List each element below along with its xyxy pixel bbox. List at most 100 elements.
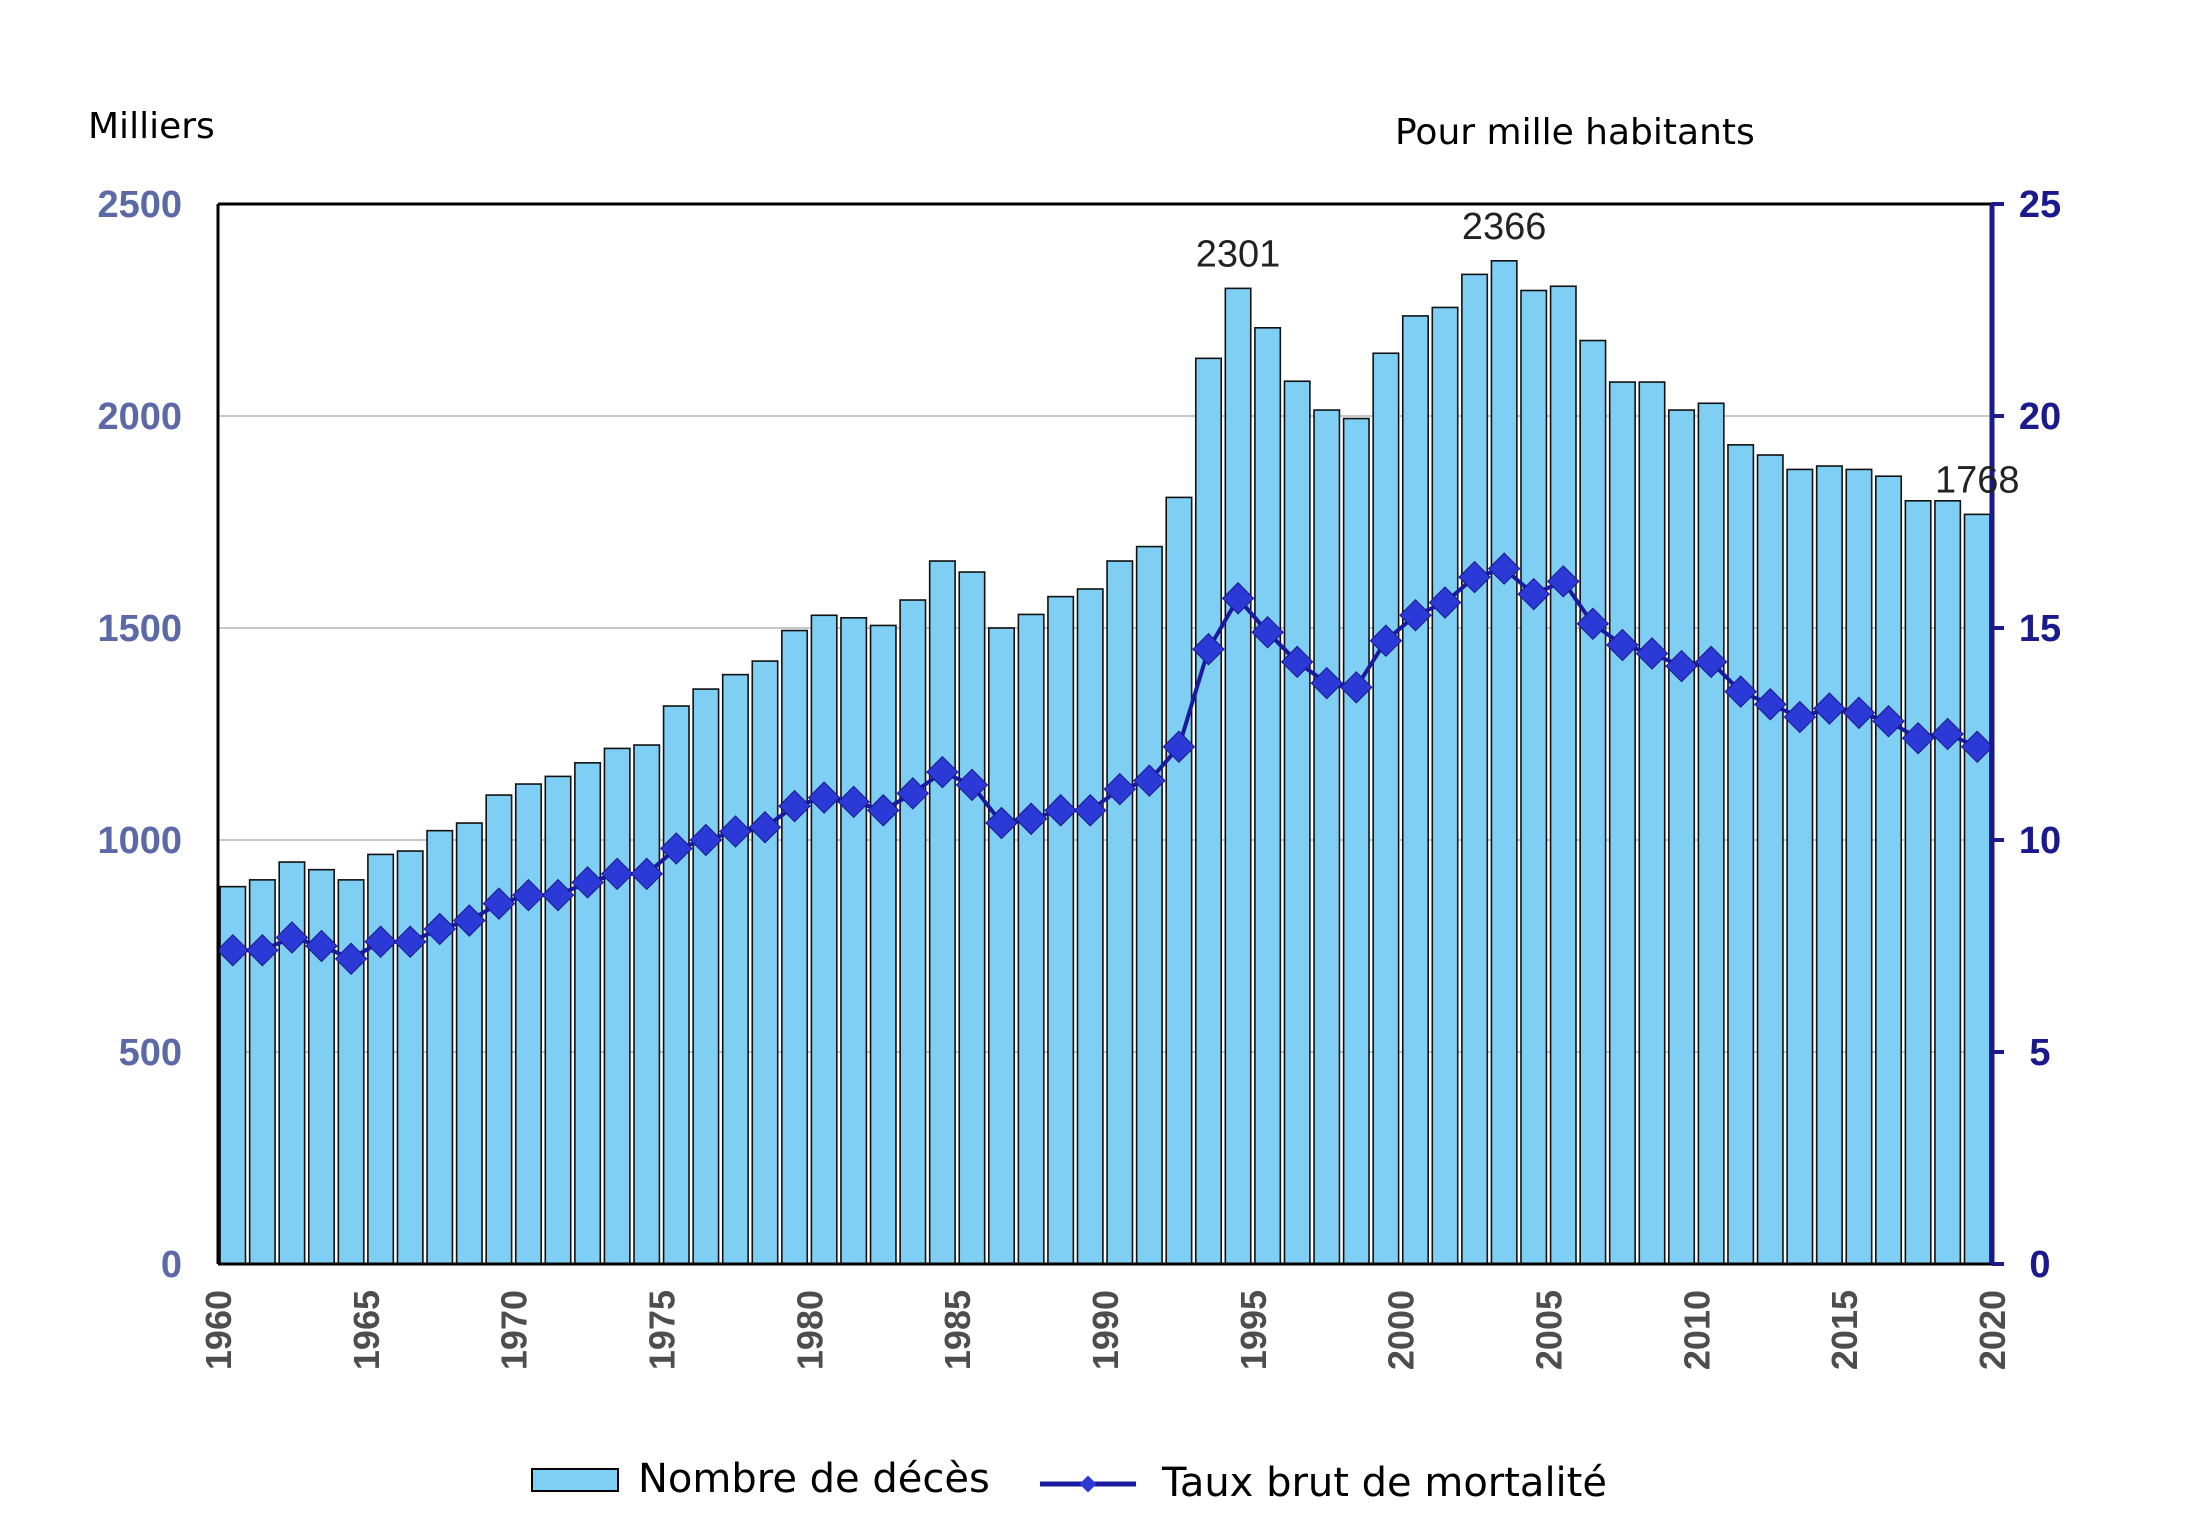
line-marker: [423, 912, 457, 946]
line-marker: [600, 857, 634, 891]
bar: [1815, 465, 1843, 1265]
line-series: [216, 552, 1994, 975]
line-marker: [305, 929, 338, 963]
bar: [751, 660, 779, 1265]
legend-bar-label: Nombre de décès: [638, 1456, 990, 1502]
line-marker: [1399, 599, 1432, 632]
bar: [1165, 496, 1193, 1265]
bar: [1135, 545, 1163, 1265]
bar: [810, 614, 838, 1265]
left-tick-label: 2000: [97, 396, 182, 438]
bar: [1047, 595, 1075, 1265]
left-axis-unit: Milliers: [88, 106, 215, 147]
bar: [307, 868, 335, 1265]
bar-series: [219, 260, 1991, 1265]
line-marker: [807, 781, 841, 814]
bar: [899, 599, 927, 1265]
legend-line-marker: [1079, 1475, 1097, 1493]
line-marker: [1044, 794, 1077, 827]
bar: [1017, 613, 1045, 1265]
line-marker: [1162, 730, 1196, 763]
line-marker: [1073, 794, 1107, 827]
x-tick-label: 2005: [1529, 1290, 1570, 1370]
bar: [1283, 380, 1311, 1265]
bar: [958, 571, 986, 1265]
bar-annotation: 1768: [1935, 459, 2020, 501]
gridlines: [218, 415, 1992, 1053]
line-marker: [985, 806, 1018, 840]
line-marker: [1487, 552, 1521, 585]
line-marker: [1753, 688, 1787, 721]
line-marker: [216, 933, 250, 967]
bar: [1579, 339, 1607, 1265]
right-tick-label: 0: [2029, 1244, 2050, 1286]
right-axis-unit: Pour mille habitants: [1395, 112, 1755, 153]
bar: [455, 822, 483, 1265]
line-marker: [541, 878, 575, 912]
line-marker: [1192, 632, 1225, 666]
left-tick-label: 1500: [97, 608, 182, 650]
right-tick-label: 25: [2019, 184, 2061, 226]
line-marker: [1221, 582, 1255, 615]
bar: [988, 627, 1016, 1265]
line-marker: [1606, 628, 1639, 662]
line-marker: [1783, 700, 1817, 734]
line-marker: [1724, 675, 1757, 708]
line-marker: [837, 785, 870, 819]
x-tick-label: 1965: [346, 1290, 387, 1370]
line-marker: [364, 925, 397, 959]
line-marker: [1694, 645, 1728, 679]
legend-bar-swatch: [531, 1468, 619, 1492]
bar: [1490, 260, 1518, 1265]
bar: [1254, 327, 1282, 1265]
x-tick-label: 2020: [1972, 1290, 2013, 1370]
left-tick-label: 1000: [97, 820, 182, 862]
bar: [1727, 444, 1755, 1265]
bar: [485, 794, 513, 1265]
bar: [1756, 454, 1784, 1265]
bar: [396, 850, 424, 1265]
bar: [603, 747, 631, 1265]
bar: [869, 624, 897, 1265]
line-marker: [1872, 705, 1905, 738]
legend-line-label: Taux brut de mortalité: [1161, 1460, 1607, 1506]
bar: [721, 673, 749, 1265]
line-marker: [748, 811, 782, 844]
line-marker: [689, 823, 723, 857]
bar: [574, 762, 602, 1265]
right-tick-label: 20: [2019, 396, 2061, 438]
line-marker: [955, 768, 989, 802]
line-marker: [1340, 671, 1373, 704]
axes: [216, 202, 2004, 1266]
bar: [514, 783, 542, 1265]
bar: [426, 829, 454, 1265]
line-marker: [1547, 565, 1580, 598]
line-marker: [1133, 764, 1166, 797]
line-marker: [393, 925, 427, 959]
annotations: 2301 2366 1768: [1196, 206, 2020, 502]
bar: [1313, 409, 1341, 1265]
line-marker: [1310, 666, 1344, 700]
x-tick-label: 1990: [1085, 1290, 1126, 1370]
bar: [633, 744, 661, 1265]
line-marker: [246, 933, 279, 967]
right-tick-label: 5: [2029, 1032, 2050, 1074]
bar: [692, 688, 720, 1265]
line-marker: [896, 777, 930, 810]
bar: [1401, 315, 1429, 1265]
bar: [1549, 285, 1577, 1265]
line-marker: [275, 921, 309, 954]
line-marker: [926, 755, 959, 789]
left-tick-label: 500: [119, 1032, 182, 1074]
bar: [1608, 381, 1636, 1265]
bar: [1194, 357, 1222, 1265]
legend: Nombre de décès Taux brut de mortalité: [531, 1456, 1607, 1506]
line-marker: [512, 878, 545, 912]
bar: [1963, 513, 1991, 1265]
left-tick-label: 2500: [97, 184, 182, 226]
line-marker: [1428, 586, 1462, 619]
line-marker: [866, 794, 900, 827]
x-tick-label: 1980: [789, 1290, 830, 1370]
line-marker: [1103, 772, 1137, 806]
line-marker: [660, 832, 693, 865]
